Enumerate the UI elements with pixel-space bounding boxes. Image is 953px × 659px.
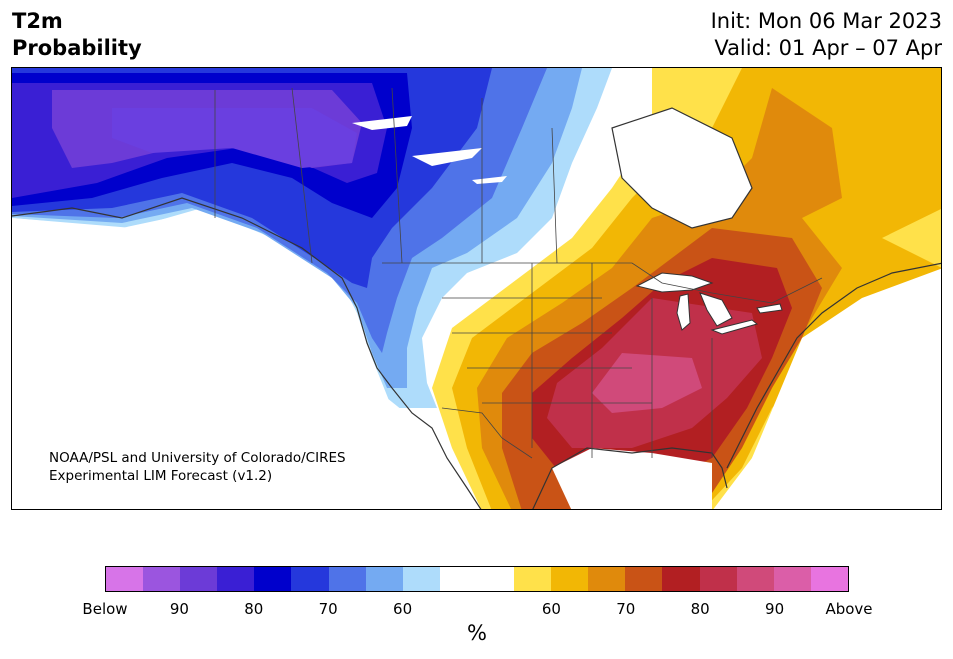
great-bear-lake xyxy=(352,116,412,130)
colorbar-segment xyxy=(180,567,218,591)
lake-huron xyxy=(699,292,733,327)
lake-athabasca xyxy=(472,176,507,184)
map-canvas xyxy=(12,68,941,509)
pacific-ocean xyxy=(12,213,481,509)
title-line-1: T2m xyxy=(12,9,63,33)
water-bodies xyxy=(12,108,941,509)
probability-map xyxy=(11,67,942,510)
colorbar-tick-label: 90 xyxy=(169,600,189,618)
colorbar-tick-label: 80 xyxy=(690,600,710,618)
colorbar-tick-label: 60 xyxy=(393,600,413,618)
credit-line-1: NOAA/PSL and University of Colorado/CIRE… xyxy=(49,450,346,466)
colorbar-unit: % xyxy=(467,621,487,645)
lake-superior xyxy=(635,272,714,293)
lake-erie xyxy=(710,319,759,335)
colorbar-segment xyxy=(588,567,626,591)
colorbar-segment xyxy=(365,567,403,591)
colorbar-segment xyxy=(328,567,366,591)
colorbar-segment xyxy=(736,567,774,591)
title-line-2: Probability xyxy=(12,36,142,60)
hudson-coastline xyxy=(611,107,753,229)
warm-probability-shading xyxy=(432,68,941,509)
colorbar-tick-label: Above xyxy=(825,600,873,618)
colorbar-segment xyxy=(254,567,292,591)
great-lakes xyxy=(635,272,783,335)
colorbar-tick-label: 70 xyxy=(318,600,338,618)
colorbar-segment xyxy=(773,567,811,591)
colorbar-segment xyxy=(625,567,663,591)
colorbar-segment xyxy=(551,567,589,591)
valid-date: Valid: 01 Apr – 07 Apr xyxy=(714,36,942,60)
colorbar-segment xyxy=(699,567,737,591)
gulf-of-mexico xyxy=(552,448,712,509)
colorbar-tick-label: 60 xyxy=(541,600,561,618)
forecast-dates: Init: Mon 06 Mar 2023 Valid: 01 Apr – 07… xyxy=(711,8,942,62)
province-lines xyxy=(291,87,558,264)
lake-ontario xyxy=(756,303,783,314)
map-title: T2m Probability xyxy=(12,8,142,62)
northern-lakes xyxy=(352,116,507,184)
state-lines xyxy=(442,263,713,458)
hudson-bay xyxy=(612,108,752,228)
colorbar-segment xyxy=(810,567,848,591)
political-borders xyxy=(214,87,823,459)
colorbar-segment xyxy=(143,567,181,591)
atlantic-coastline xyxy=(726,262,941,469)
colorbar-segment xyxy=(514,567,552,591)
colorbar-segment xyxy=(476,567,515,591)
colorbar-segment xyxy=(217,567,255,591)
colorbar-tick-label: 70 xyxy=(616,600,636,618)
atlantic-ocean xyxy=(732,268,941,509)
colorbar-tick-label: 90 xyxy=(765,600,785,618)
us-canada-border xyxy=(382,262,823,304)
colorbar-tick-label: 80 xyxy=(244,600,264,618)
colorbar-segment xyxy=(662,567,700,591)
colorbar xyxy=(105,566,849,592)
colorbar-tick-label: Below xyxy=(82,600,128,618)
credit-line-2: Experimental LIM Forecast (v1.2) xyxy=(49,468,273,484)
pacific-coastline xyxy=(12,197,482,509)
colorbar-segment xyxy=(439,567,477,591)
lake-michigan xyxy=(676,293,691,331)
colorbar-segment xyxy=(402,567,440,591)
us-mexico-border xyxy=(441,407,533,459)
init-date: Init: Mon 06 Mar 2023 xyxy=(710,9,942,33)
colorbar-segment xyxy=(106,567,144,591)
credit-text: NOAA/PSL and University of Colorado/CIRE… xyxy=(49,449,346,485)
colorbar-segment xyxy=(291,567,329,591)
great-slave-lake xyxy=(412,148,482,166)
